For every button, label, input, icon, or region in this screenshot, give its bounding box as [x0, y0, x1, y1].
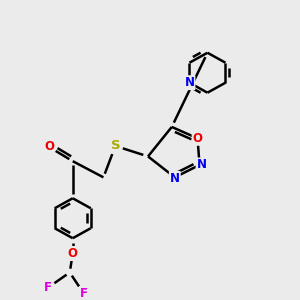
Text: O: O	[193, 132, 202, 145]
Text: F: F	[44, 281, 52, 294]
Text: N: N	[184, 76, 194, 89]
Text: N: N	[196, 158, 206, 172]
Text: S: S	[110, 140, 120, 152]
Text: F: F	[80, 287, 88, 300]
Text: N: N	[170, 172, 180, 185]
Text: O: O	[44, 140, 54, 153]
Text: O: O	[68, 247, 78, 260]
